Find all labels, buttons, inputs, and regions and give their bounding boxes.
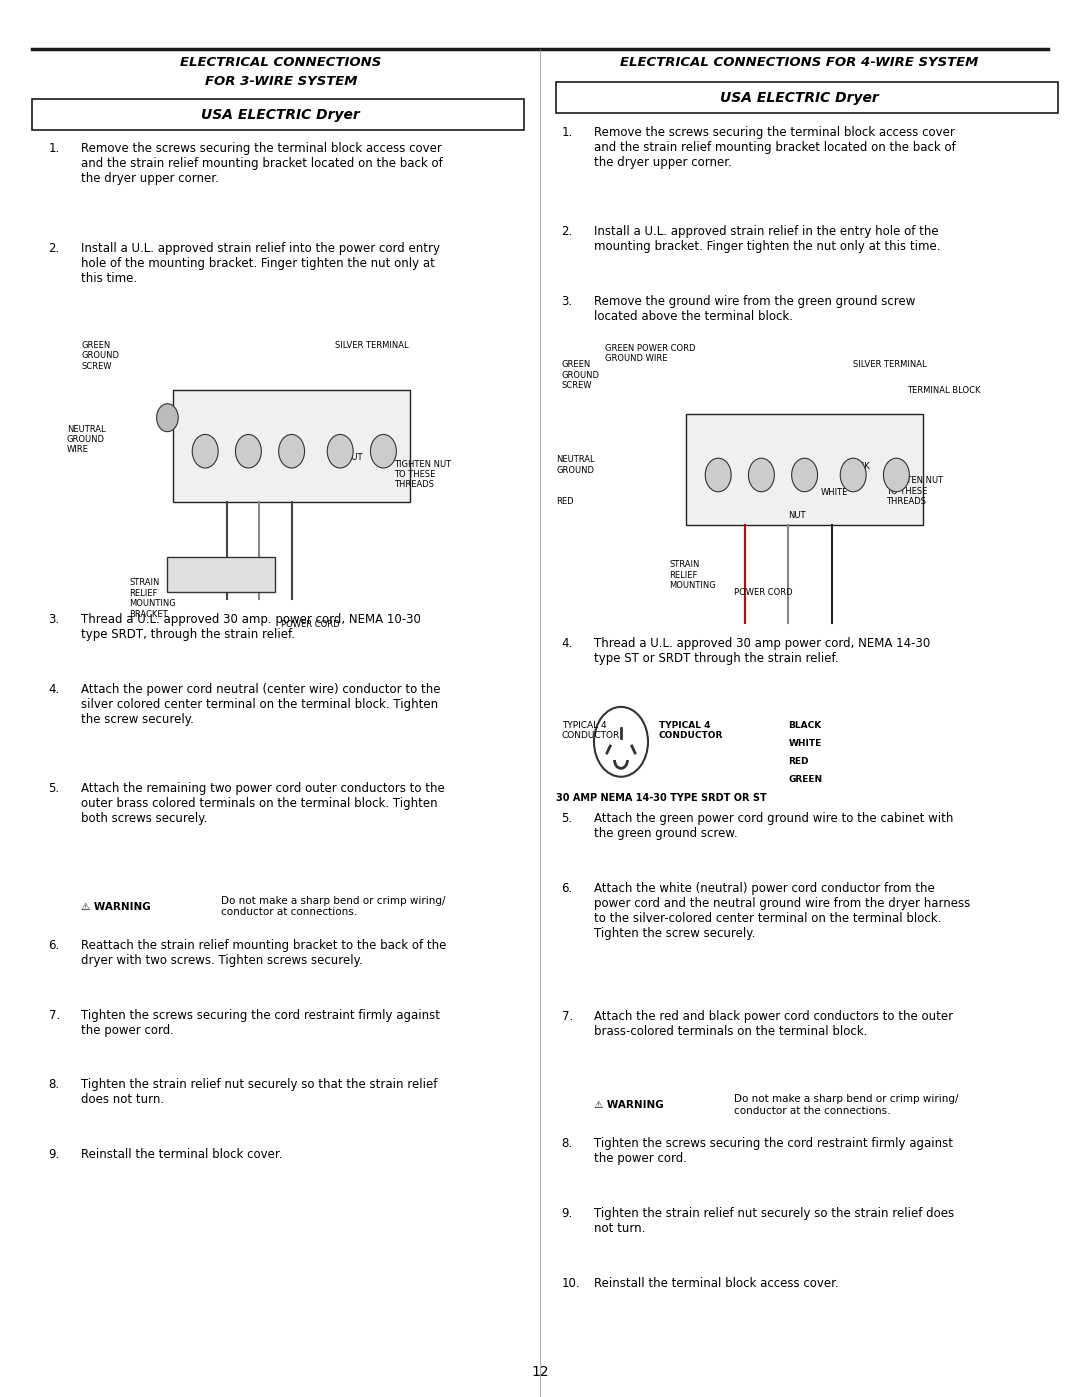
Text: SILVER TERMINAL: SILVER TERMINAL bbox=[853, 360, 927, 369]
Text: 4.: 4. bbox=[49, 683, 59, 696]
Text: WHITE: WHITE bbox=[788, 739, 822, 747]
Text: Attach the remaining two power cord outer conductors to the
outer brass colored : Attach the remaining two power cord oute… bbox=[81, 782, 445, 826]
Text: 8.: 8. bbox=[49, 1078, 59, 1091]
Text: Thread a U.L. approved 30 amp. power cord, NEMA 10-30
type SRDT, through the str: Thread a U.L. approved 30 amp. power cor… bbox=[81, 613, 421, 641]
Text: 1.: 1. bbox=[49, 142, 59, 155]
Text: 4.: 4. bbox=[562, 637, 572, 650]
Text: Tighten the screws securing the cord restraint firmly against
the power cord.: Tighten the screws securing the cord res… bbox=[594, 1137, 953, 1165]
Text: NEUTRAL
GROUND
WIRE: NEUTRAL GROUND WIRE bbox=[67, 425, 106, 454]
Text: FOR 3-WIRE SYSTEM: FOR 3-WIRE SYSTEM bbox=[204, 74, 357, 88]
Text: Reattach the strain relief mounting bracket to the back of the
dryer with two sc: Reattach the strain relief mounting brac… bbox=[81, 939, 446, 967]
Text: 3.: 3. bbox=[562, 295, 572, 307]
Text: Do not make a sharp bend or crimp wiring/
conductor at connections.: Do not make a sharp bend or crimp wiring… bbox=[221, 895, 446, 918]
Text: STRAIN
RELIEF
MOUNTING
BRACKET: STRAIN RELIEF MOUNTING BRACKET bbox=[130, 578, 176, 619]
Text: TYPICAL 4
CONDUCTOR: TYPICAL 4 CONDUCTOR bbox=[659, 721, 724, 740]
Text: Thread a U.L. approved 30 amp power cord, NEMA 14-30
type ST or SRDT through the: Thread a U.L. approved 30 amp power cord… bbox=[594, 637, 930, 665]
Text: Tighten the strain relief nut securely so the strain relief does
not turn.: Tighten the strain relief nut securely s… bbox=[594, 1207, 954, 1235]
Text: 9.: 9. bbox=[562, 1207, 572, 1220]
Text: POWER CORD: POWER CORD bbox=[281, 620, 339, 629]
Text: 6.: 6. bbox=[562, 882, 572, 894]
Text: Reinstall the terminal block cover.: Reinstall the terminal block cover. bbox=[81, 1148, 283, 1161]
Bar bbox=[167, 557, 275, 592]
Text: TIGHTEN NUT
TO THESE
THREADS: TIGHTEN NUT TO THESE THREADS bbox=[886, 476, 943, 506]
Text: GREEN: GREEN bbox=[788, 775, 823, 784]
Text: TERMINAL BLOCK: TERMINAL BLOCK bbox=[907, 386, 981, 394]
Text: Install a U.L. approved strain relief in the entry hole of the
mounting bracket.: Install a U.L. approved strain relief in… bbox=[594, 225, 941, 253]
Text: GREEN POWER CORD
GROUND WIRE: GREEN POWER CORD GROUND WIRE bbox=[605, 344, 696, 363]
FancyBboxPatch shape bbox=[73, 875, 473, 939]
Text: 7.: 7. bbox=[49, 1009, 59, 1021]
Text: ⚠ WARNING: ⚠ WARNING bbox=[81, 901, 151, 912]
Text: TYPICAL 4
CONDUCTOR: TYPICAL 4 CONDUCTOR bbox=[562, 721, 620, 740]
Text: Attach the green power cord ground wire to the cabinet with
the green ground scr: Attach the green power cord ground wire … bbox=[594, 812, 954, 840]
Text: 30 AMP NEMA 14-30 TYPE SRDT OR ST: 30 AMP NEMA 14-30 TYPE SRDT OR ST bbox=[556, 793, 767, 803]
Text: 7.: 7. bbox=[562, 1010, 572, 1023]
Text: 12: 12 bbox=[531, 1365, 549, 1379]
Circle shape bbox=[235, 434, 261, 468]
Text: Reinstall the terminal block access cover.: Reinstall the terminal block access cove… bbox=[594, 1277, 839, 1289]
Text: 10.: 10. bbox=[562, 1277, 580, 1289]
Circle shape bbox=[157, 404, 178, 432]
Text: TIGHTEN NUT
TO THESE
THREADS: TIGHTEN NUT TO THESE THREADS bbox=[394, 460, 451, 489]
Text: GREEN
GROUND
SCREW: GREEN GROUND SCREW bbox=[562, 360, 599, 390]
Bar bbox=[686, 414, 923, 525]
Text: Attach the red and black power cord conductors to the outer
brass-colored termin: Attach the red and black power cord cond… bbox=[594, 1010, 954, 1038]
Text: 1.: 1. bbox=[562, 126, 572, 138]
Text: POWER CORD: POWER CORD bbox=[734, 588, 793, 597]
Text: 6.: 6. bbox=[49, 939, 59, 951]
Text: Attach the power cord neutral (center wire) conductor to the
silver colored cent: Attach the power cord neutral (center wi… bbox=[81, 683, 441, 726]
Text: USA ELECTRIC Dryer: USA ELECTRIC Dryer bbox=[720, 91, 878, 105]
Text: Remove the ground wire from the green ground screw
located above the terminal bl: Remove the ground wire from the green gr… bbox=[594, 295, 916, 323]
Text: SILVER TERMINAL: SILVER TERMINAL bbox=[335, 341, 408, 349]
Circle shape bbox=[327, 434, 353, 468]
Text: ELECTRICAL CONNECTIONS FOR 4-WIRE SYSTEM: ELECTRICAL CONNECTIONS FOR 4-WIRE SYSTEM bbox=[620, 56, 978, 70]
Text: BLACK: BLACK bbox=[842, 462, 870, 471]
Text: NUT: NUT bbox=[788, 511, 806, 520]
Text: Tighten the strain relief nut securely so that the strain relief
does not turn.: Tighten the strain relief nut securely s… bbox=[81, 1078, 437, 1106]
Text: Install a U.L. approved strain relief into the power cord entry
hole of the moun: Install a U.L. approved strain relief in… bbox=[81, 242, 440, 285]
Circle shape bbox=[594, 707, 648, 777]
Text: RED: RED bbox=[556, 497, 573, 506]
Text: Remove the screws securing the terminal block access cover
and the strain relief: Remove the screws securing the terminal … bbox=[81, 142, 443, 186]
Text: 3.: 3. bbox=[49, 613, 59, 626]
Text: NUT: NUT bbox=[346, 453, 363, 461]
Text: Tighten the screws securing the cord restraint firmly against
the power cord.: Tighten the screws securing the cord res… bbox=[81, 1009, 440, 1037]
Text: ⚠ WARNING: ⚠ WARNING bbox=[594, 1099, 664, 1111]
Circle shape bbox=[792, 458, 818, 492]
Bar bbox=[173, 390, 410, 502]
Text: 2.: 2. bbox=[562, 225, 572, 237]
Text: STRAIN
RELIEF
MOUNTING: STRAIN RELIEF MOUNTING bbox=[670, 560, 716, 590]
Text: ELECTRICAL CONNECTIONS: ELECTRICAL CONNECTIONS bbox=[180, 56, 381, 70]
Text: Remove the screws securing the terminal block access cover
and the strain relief: Remove the screws securing the terminal … bbox=[594, 126, 956, 169]
Circle shape bbox=[883, 458, 909, 492]
Text: 8.: 8. bbox=[562, 1137, 572, 1150]
Text: 5.: 5. bbox=[49, 782, 59, 795]
Circle shape bbox=[705, 458, 731, 492]
Text: WHITE: WHITE bbox=[821, 488, 848, 496]
Circle shape bbox=[192, 434, 218, 468]
Text: RED: RED bbox=[788, 757, 809, 766]
Text: Attach the white (neutral) power cord conductor from the
power cord and the neut: Attach the white (neutral) power cord co… bbox=[594, 882, 970, 940]
Text: GREEN
GROUND
SCREW: GREEN GROUND SCREW bbox=[81, 341, 119, 370]
Circle shape bbox=[279, 434, 305, 468]
Text: USA ELECTRIC Dryer: USA ELECTRIC Dryer bbox=[202, 108, 360, 122]
Text: 5.: 5. bbox=[562, 812, 572, 824]
Circle shape bbox=[840, 458, 866, 492]
FancyBboxPatch shape bbox=[556, 82, 1058, 113]
FancyBboxPatch shape bbox=[32, 99, 524, 130]
Text: 9.: 9. bbox=[49, 1148, 59, 1161]
Text: NEUTRAL
GROUND: NEUTRAL GROUND bbox=[556, 455, 595, 475]
Circle shape bbox=[748, 458, 774, 492]
Circle shape bbox=[370, 434, 396, 468]
Text: Do not make a sharp bend or crimp wiring/
conductor at the connections.: Do not make a sharp bend or crimp wiring… bbox=[734, 1094, 959, 1116]
Text: BLACK: BLACK bbox=[788, 721, 822, 729]
Text: 2.: 2. bbox=[49, 242, 59, 254]
